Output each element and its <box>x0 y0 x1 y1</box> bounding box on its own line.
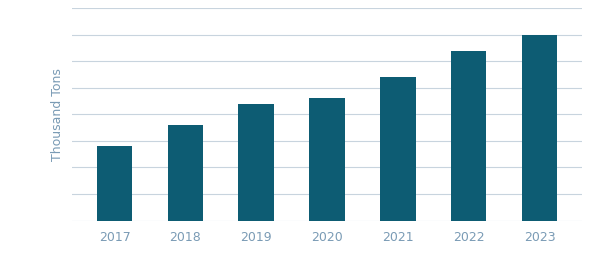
Bar <box>522 35 557 221</box>
Y-axis label: Thousand Tons: Thousand Tons <box>50 68 64 161</box>
Bar <box>167 125 203 221</box>
Bar <box>451 51 487 221</box>
Bar <box>97 146 132 221</box>
Bar <box>309 98 345 221</box>
Bar <box>380 77 416 221</box>
Bar <box>238 104 274 221</box>
